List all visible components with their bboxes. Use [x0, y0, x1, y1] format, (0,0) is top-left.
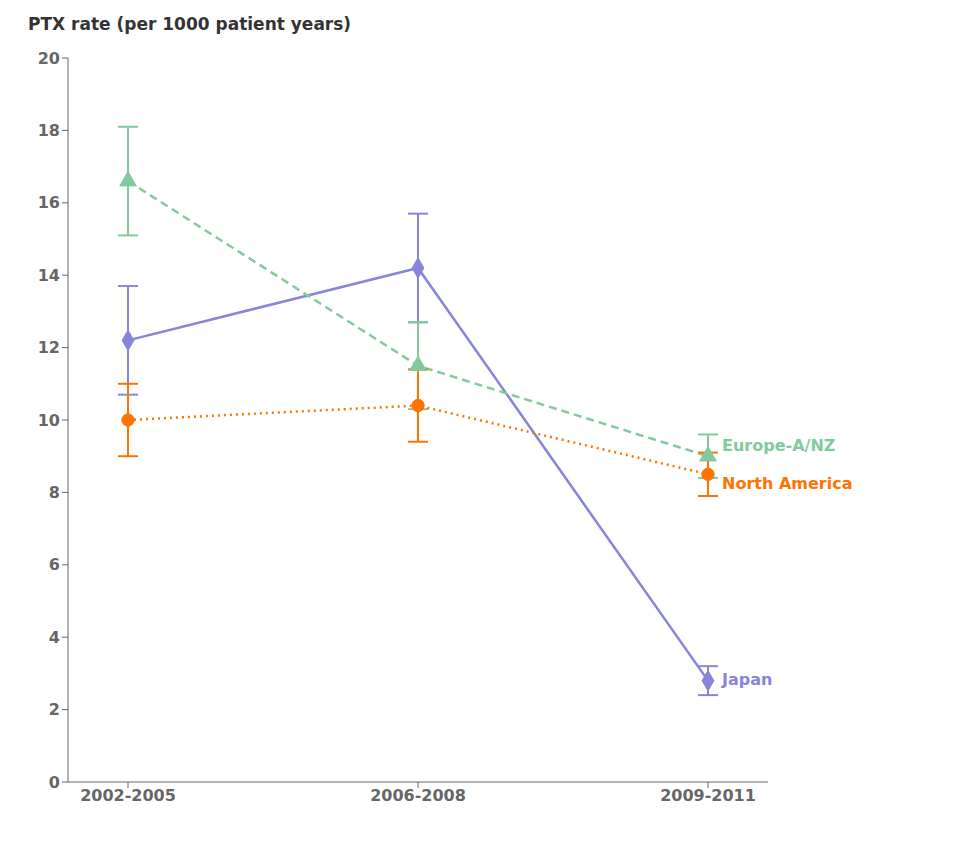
svg-text:12: 12: [38, 338, 60, 357]
svg-text:20: 20: [38, 49, 60, 68]
svg-text:14: 14: [38, 266, 60, 285]
svg-text:2: 2: [49, 700, 60, 719]
svg-text:6: 6: [49, 555, 60, 574]
svg-text:16: 16: [38, 193, 60, 212]
svg-text:10: 10: [38, 411, 60, 430]
svg-text:Japan: Japan: [721, 670, 772, 689]
svg-text:8: 8: [49, 483, 60, 502]
html-text:PTX rate (per 1000 patient yea: PTX rate (per 1000 patient years): [28, 14, 352, 34]
svg-text:2006-2008: 2006-2008: [370, 786, 466, 805]
svg-text:18: 18: [38, 121, 60, 140]
svg-text:2009-2011: 2009-2011: [660, 786, 756, 805]
svg-text:2002-2005: 2002-2005: [80, 786, 176, 805]
svg-text:North America: North America: [722, 474, 852, 493]
svg-text:Europe-A/NZ: Europe-A/NZ: [722, 436, 835, 455]
svg-text:4: 4: [49, 628, 60, 647]
svg-text:0: 0: [49, 773, 60, 792]
